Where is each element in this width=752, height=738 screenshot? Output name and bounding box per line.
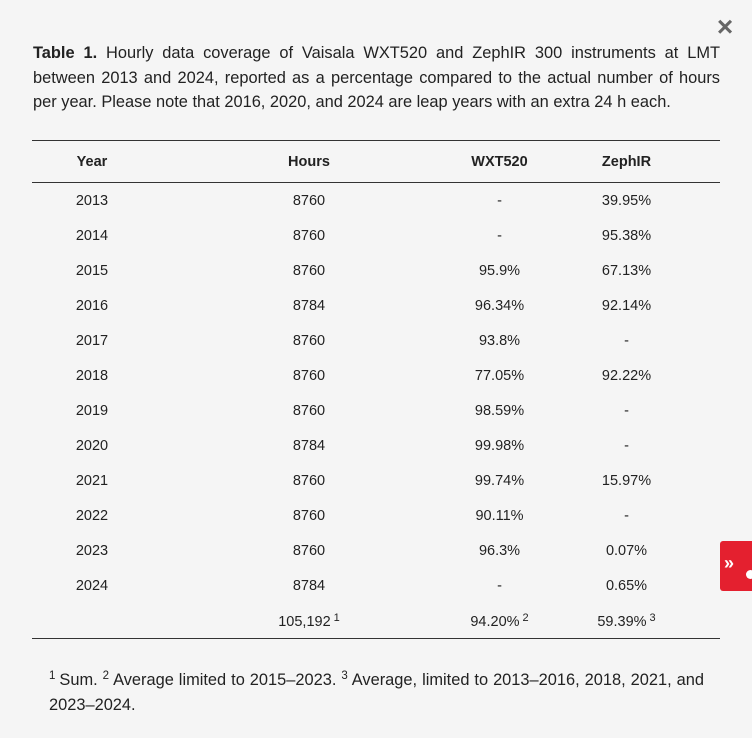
cell-wxt520: 95.9% [478, 262, 521, 279]
cell-year: 2019 [75, 402, 109, 419]
cell-hours: 8760 [292, 402, 326, 419]
cell-year: 2015 [75, 262, 109, 279]
cell-wxt520: - [497, 577, 502, 594]
table-row: 2019 8760 98.59% - [32, 393, 720, 428]
cell-year: 2013 [75, 192, 109, 209]
cell-wxt520: 93.8% [478, 332, 521, 349]
cell-hours: 8760 [292, 367, 326, 384]
side-panel-toggle[interactable]: » [720, 541, 752, 591]
cell-zephir: 0.65% [605, 577, 648, 594]
footnote-1-mark: 1 [49, 670, 56, 682]
table-row: 2023 8760 96.3% 0.07% [32, 533, 720, 568]
cell-hours: 8784 [292, 437, 326, 454]
cell-wxt520: 77.05% [474, 367, 525, 384]
summary-zephir: 59.39% 3 [533, 603, 720, 639]
table-row: 2022 8760 90.11% - [32, 498, 720, 533]
coverage-table: Year Hours WXT520 ZephIR 2013 8760 - 39.95%… [32, 140, 720, 639]
cell-wxt520: - [497, 192, 502, 209]
cell-zephir: 67.13% [601, 262, 652, 279]
cell-year: 2023 [75, 542, 109, 559]
table-row: 2024 8784 - 0.65% [32, 568, 720, 603]
cell-zephir: 92.14% [601, 297, 652, 314]
cell-hours: 8784 [292, 577, 326, 594]
cell-wxt520: 96.34% [474, 297, 525, 314]
table-row: 2017 8760 93.8% - [32, 323, 720, 358]
summary-wxt520-note: 2 [522, 611, 529, 624]
footnote-3-mark: 3 [341, 670, 348, 682]
cell-wxt520: 96.3% [478, 542, 521, 559]
cell-zephir: 15.97% [601, 472, 652, 489]
caption-label: Table 1. [33, 44, 98, 62]
table-row: 2021 8760 99.74% 15.97% [32, 463, 720, 498]
cell-zephir: - [624, 507, 629, 524]
cell-year: 2024 [75, 577, 109, 594]
cell-hours: 8760 [292, 262, 326, 279]
close-icon: × [716, 11, 734, 42]
summary-row: 105,192 1 94.20% 2 59.39% 3 [32, 603, 720, 639]
cell-wxt520: 90.11% [475, 507, 524, 524]
cell-year: 2016 [75, 297, 109, 314]
cell-hours: 8760 [292, 542, 326, 559]
dot-icon [746, 570, 752, 579]
footnote-3-text: Average, limited to 2013–2016, 2018, 202… [49, 671, 704, 714]
summary-hours-value: 105,192 [278, 613, 331, 630]
cell-hours: 8760 [292, 227, 326, 244]
footnote-1-text: Sum. [59, 671, 103, 689]
cell-year: 2014 [75, 227, 109, 244]
cell-wxt520: - [497, 227, 502, 244]
table-row: 2018 8760 77.05% 92.22% [32, 358, 720, 393]
close-button[interactable]: × [712, 11, 738, 42]
table-row: 2020 8784 99.98% - [32, 428, 720, 463]
cell-hours: 8760 [292, 332, 326, 349]
summary-wxt520-value: 94.20% [470, 613, 520, 630]
table-row: 2016 8784 96.34% 92.14% [32, 288, 720, 323]
summary-wxt520: 94.20% 2 [466, 603, 533, 639]
cell-wxt520: 99.98% [474, 437, 525, 454]
header-hours: Hours [152, 140, 466, 183]
summary-zephir-value: 59.39% [597, 613, 647, 630]
cell-hours: 8760 [292, 507, 326, 524]
cell-zephir: 39.95% [601, 192, 652, 209]
table-header-row: Year Hours WXT520 ZephIR [32, 140, 720, 183]
cell-zephir: - [624, 332, 629, 349]
footnote-2-mark: 2 [102, 670, 110, 682]
cell-year: 2020 [75, 437, 109, 454]
cell-wxt520: 98.59% [474, 402, 525, 419]
cell-year: 2018 [75, 367, 109, 384]
summary-year [32, 603, 152, 639]
summary-zephir-note: 3 [649, 611, 656, 624]
cell-year: 2021 [75, 472, 109, 489]
summary-hours-note: 1 [333, 611, 340, 624]
cell-hours: 8784 [292, 297, 326, 314]
summary-hours: 105,192 1 [152, 603, 466, 639]
cell-wxt520: 99.74% [474, 472, 525, 489]
cell-hours: 8760 [292, 192, 326, 209]
header-zephir: ZephIR [533, 140, 720, 183]
cell-zephir: - [624, 437, 629, 454]
table-row: 2013 8760 - 39.95% [32, 183, 720, 219]
header-year: Year [32, 140, 152, 183]
table-row: 2015 8760 95.9% 67.13% [32, 253, 720, 288]
footnote-2-text: Average limited to 2015–2023. [113, 671, 342, 689]
caption-text: Hourly data coverage of Vaisala WXT520 a… [33, 44, 720, 111]
cell-zephir: 95.38% [601, 227, 652, 244]
cell-year: 2017 [75, 332, 109, 349]
chevron-double-right-icon: » [724, 553, 735, 573]
cell-zephir: 92.22% [601, 367, 652, 384]
cell-zephir: - [624, 402, 629, 419]
table-row: 2014 8760 - 95.38% [32, 218, 720, 253]
header-wxt520: WXT520 [466, 140, 533, 183]
table-caption: Table 1. Hourly data coverage of Vaisala… [33, 41, 720, 115]
cell-hours: 8760 [292, 472, 326, 489]
table-footnotes: 1 Sum. 2 Average limited to 2015–2023. 3 Av… [49, 664, 704, 718]
cell-zephir: 0.07% [605, 542, 648, 559]
cell-year: 2022 [75, 507, 109, 524]
